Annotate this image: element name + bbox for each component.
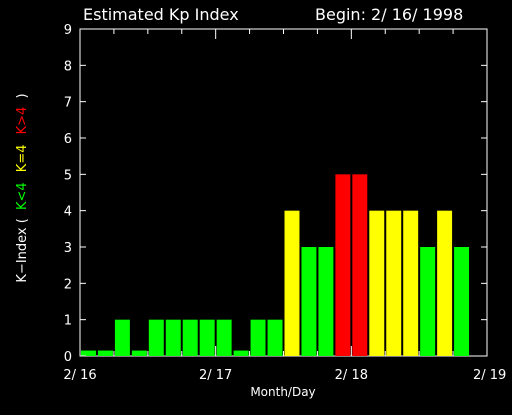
kp-bar xyxy=(352,174,368,356)
y-axis-label-low: K<4 xyxy=(15,182,30,210)
chart-title: Estimated Kp Index xyxy=(83,5,239,24)
y-tick-label: 1 xyxy=(64,314,72,329)
kp-bar xyxy=(81,350,96,356)
y-axis-label-high: K>4 xyxy=(15,107,30,135)
kp-bar xyxy=(386,210,402,356)
y-tick-label: 5 xyxy=(64,168,72,183)
y-tick-label: 7 xyxy=(64,96,72,111)
bar-series xyxy=(81,174,470,356)
x-axis-ticks: 2/ 16 2/ 17 2/ 18 2/ 19 xyxy=(63,29,506,383)
kp-bar xyxy=(233,350,249,356)
kp-bar xyxy=(284,210,300,356)
kp-bar xyxy=(420,247,436,356)
kp-bar xyxy=(165,319,181,356)
begin-date-label: Begin: 2/ 16/ 1998 xyxy=(315,5,463,24)
x-tick-label: 2/ 17 xyxy=(199,368,232,383)
y-tick-label: 8 xyxy=(64,59,72,74)
kp-bar xyxy=(216,319,232,356)
kp-bar xyxy=(148,319,164,356)
y-tick-label: 6 xyxy=(64,132,72,147)
kp-bar xyxy=(267,319,283,356)
y-tick-label: 0 xyxy=(64,350,72,365)
kp-bar xyxy=(369,210,385,356)
kp-bar xyxy=(437,210,453,356)
kp-bar xyxy=(131,350,147,356)
y-tick-label: 3 xyxy=(64,241,72,256)
x-tick-label: 2/ 19 xyxy=(473,368,506,383)
y-tick-label: 9 xyxy=(64,23,72,38)
kp-bar xyxy=(335,174,351,356)
y-axis-label-mid: K=4 xyxy=(15,144,30,172)
y-tick-label: 2 xyxy=(64,277,72,292)
y-tick-label: 4 xyxy=(64,205,72,220)
x-tick-label: 2/ 18 xyxy=(335,368,368,383)
x-axis-label: Month/Day xyxy=(250,385,315,399)
y-axis-label: K−Index ( K<4 K=4 K>4 ) xyxy=(15,93,30,282)
y-axis-ticks: 0 1 2 3 4 5 6 7 8 9 xyxy=(64,23,487,365)
kp-bar xyxy=(114,319,130,356)
kp-bar xyxy=(97,350,113,356)
kp-bar xyxy=(182,319,198,356)
kp-bar xyxy=(403,210,419,356)
kp-bar xyxy=(250,319,266,356)
y-axis-label-prefix: K−Index ( xyxy=(15,218,30,282)
kp-bar xyxy=(318,247,334,356)
kp-bar xyxy=(301,247,317,356)
y-axis-label-suffix: ) xyxy=(15,93,30,98)
kp-bar xyxy=(454,247,470,356)
kp-bar xyxy=(199,319,215,356)
x-tick-label: 2/ 16 xyxy=(63,368,96,383)
